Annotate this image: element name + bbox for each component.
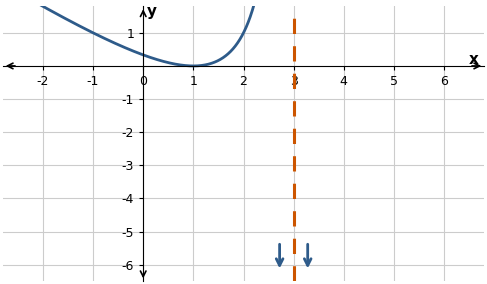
Text: y: y	[147, 4, 157, 19]
Text: x: x	[469, 53, 479, 68]
